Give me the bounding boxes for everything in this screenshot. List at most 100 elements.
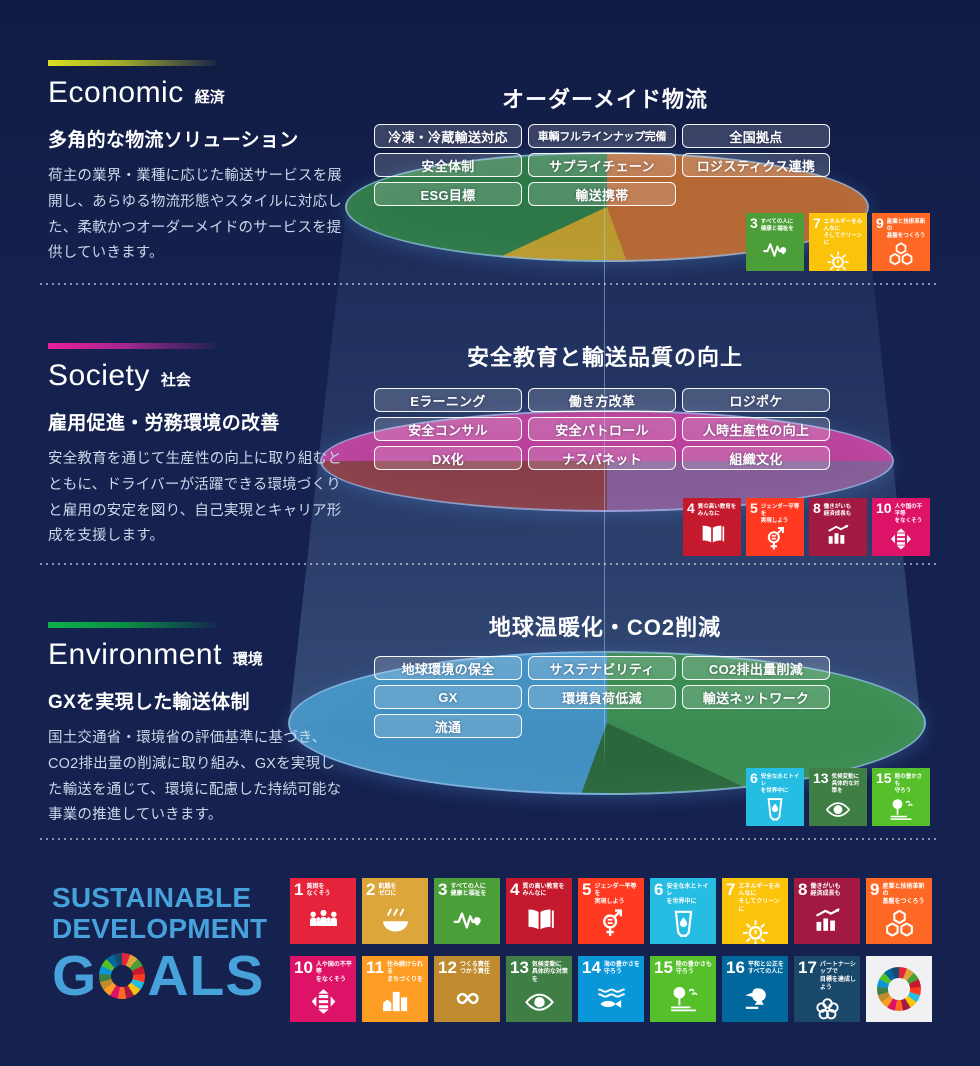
- sdg-logo-goals: G ALS: [52, 943, 267, 1008]
- sdg-goal-1-icon: [309, 909, 337, 926]
- sdg-goal-17-icon: [815, 997, 839, 1020]
- sdg-goal-13-icon: [825, 802, 851, 817]
- environment-heading: GXを実現した輸送体制: [48, 692, 250, 713]
- society-heading: 雇用促進・労務環境の改善: [48, 413, 280, 434]
- environment-pill-r1c3: CO2排出量削減: [682, 656, 830, 680]
- society-pill-r2c3: 人時生産性の向上: [682, 417, 830, 441]
- sdg-goal-6-label: 安全な水とトイレ を世界中に: [666, 883, 709, 906]
- sdg-goal-7-number: 7: [813, 215, 821, 231]
- environment-body-text: 国土交通省・環境省の評価基準に基づき、CO2排出量の削減に取り組み、GXを実現し…: [48, 730, 342, 824]
- sdg-goal-9-icon: [889, 242, 913, 266]
- society-title-en: Society: [48, 359, 150, 392]
- environment-title-en: Environment: [48, 638, 222, 671]
- sdg-goal-15-number: 15: [654, 958, 673, 977]
- sdg-goal-15-icon: [670, 986, 697, 1011]
- sdg-goal-5-label: ジェンダー平等を 実現しよう: [760, 503, 800, 524]
- sdg-goal-9-icon: [885, 910, 913, 938]
- economic-pill-r3c1: ESG目標: [374, 182, 522, 206]
- sdg-goal-7-label: エネルギーをみんなに そしてクリーンに: [738, 883, 781, 913]
- sdg-goal-9-number: 9: [876, 215, 884, 231]
- section-separator: [40, 283, 938, 285]
- sdg-goal-3-label: すべての人に 健康と福祉を: [450, 883, 487, 898]
- environment-pill-r3c1: 流通: [374, 714, 522, 738]
- sdg-goal-11-tile: 11 住み続けられる まちづくりを: [362, 956, 428, 1022]
- sdg-goal-1-tile: 1 貧困を なくそう: [290, 878, 356, 944]
- sdg-goal-5-tile: 5 ジェンダー平等を 実現しよう: [578, 878, 644, 944]
- sdg-goal-17-number: 17: [798, 958, 817, 977]
- sdg-goal-4-tile: 4 質の高い教育を みんなに: [683, 498, 741, 556]
- sdg-goal-15-label: 陸の豊かさも 守ろう: [675, 961, 712, 976]
- sdg-goal-2-label: 飢餓を ゼロに: [378, 883, 397, 898]
- sdg-goal-5-number: 5: [750, 500, 758, 516]
- society-section-panel: Society 社会 雇用促進・労務環境の改善 安全教育を通じて生産性の向上に取…: [48, 343, 348, 550]
- sdg-goal-11-icon: [382, 992, 407, 1012]
- environment-pill-r1c1: 地球環境の保全: [374, 656, 522, 680]
- sdg-goal-6-number: 6: [654, 880, 664, 899]
- economic-pill-r1c2: 車輌フルラインナップ完備: [528, 124, 676, 148]
- sdg-goal-8-icon: [815, 907, 840, 931]
- economic-diagram-title: オーダーメイド物流: [501, 87, 709, 112]
- environment-pill-grid: 地球環境の保全 サステナビリティ CO2排出量削減 GX 環境負荷低減 輸送ネットワーク流…: [374, 656, 830, 740]
- environment-accent-bar: [48, 622, 216, 628]
- sdg-goal-9-label: 産業と技術革新の 基盤をつくろう: [886, 218, 926, 239]
- sdg-goal-4-label: 質の高い教育を みんなに: [697, 503, 737, 517]
- economic-pill-r2c1: 安全体制: [374, 153, 522, 177]
- sdg-goal-6-icon: [767, 798, 783, 821]
- economic-pill-r2c3: ロジスティクス連携: [682, 153, 830, 177]
- sdg-goal-7-label: エネルギーをみんなに そしてクリーンに: [823, 218, 863, 246]
- sdg-goal-10-number: 10: [876, 500, 892, 516]
- environment-title-ja: 環境: [232, 651, 263, 668]
- sdg-goal-7-icon: [827, 251, 849, 271]
- environment-pill-r1c2: サステナビリティ: [528, 656, 676, 680]
- society-body-text: 安全教育を通じて生産性の向上に取り組むとともに、ドライバーが活躍できる環境づくり…: [48, 451, 342, 545]
- sdg-goal-1-label: 貧困を なくそう: [306, 883, 331, 898]
- sdg-goal-4-number: 4: [510, 880, 520, 899]
- sdg-goal-4-icon: [702, 526, 725, 543]
- environment-section-panel: Environment 環境 GXを実現した輸送体制 国土交通省・環境省の評価基…: [48, 622, 348, 829]
- sdg-color-wheel-tile: [866, 956, 932, 1022]
- sdg-goal-12-icon: [456, 992, 479, 1004]
- sdg-goal-13-number: 13: [813, 770, 829, 786]
- sdg-goal-6-number: 6: [750, 770, 758, 786]
- sdg-goal-10-icon: [890, 528, 912, 550]
- society-pill-grid: Eラーニング 働き方改革 ロジポケ 安全コンサル 安全パトロール 人時生産性の向上 DX化ナ…: [374, 388, 830, 472]
- economic-pill-r2c2: サプライチェーン: [528, 153, 676, 177]
- sdg-goal-17-tile: 17 パートナーシップで 目標を達成しよう: [794, 956, 860, 1022]
- sdg-goal-6-label: 安全な水とトイレ を世界中に: [760, 773, 800, 794]
- sdg-goal-16-label: 平和と公正を すべての人に: [747, 961, 784, 976]
- sdg-goal-13-icon: [524, 994, 554, 1012]
- environment-pill-r2c2: 環境負荷低減: [528, 685, 676, 709]
- sdg-goal-3-tile: 3 すべての人に 健康と福祉を: [746, 213, 804, 271]
- society-pill-r3c1: DX化: [374, 446, 522, 470]
- sdg-logo-goals-als: ALS: [147, 943, 265, 1008]
- economic-title-en: Economic: [48, 76, 184, 109]
- sdg-goal-3-icon: [453, 912, 481, 929]
- sdg-goal-15-tile: 15 陸の豊かさも 守ろう: [650, 956, 716, 1022]
- sdg-goal-1-number: 1: [294, 880, 304, 899]
- economic-heading: 多角的な物流ソリューション: [48, 130, 299, 151]
- sdg-goal-16-number: 16: [726, 958, 745, 977]
- sdg-logo-line-1: SUSTAINABLE: [52, 882, 252, 913]
- society-ellipse: [320, 410, 894, 512]
- society-accent-bar: [48, 343, 216, 349]
- sdg-goal-10-label: 人や国の不平等 をなくそう: [315, 961, 352, 984]
- sdg-goal-14-icon: [597, 988, 625, 1008]
- sdg-goal-11-label: 住み続けられる まちづくりを: [386, 961, 423, 984]
- sdg-goal-3-icon: [763, 243, 787, 258]
- sdg-goal-14-tile: 14 海の豊かさを 守ろう: [578, 956, 644, 1022]
- society-pill-r3c3: 組織文化: [682, 446, 830, 470]
- sdg-goal-2-tile: 2 飢餓を ゼロに: [362, 878, 428, 944]
- sdg-goal-17-label: パートナーシップで 目標を達成しよう: [819, 961, 856, 991]
- sdg-goal-15-label: 陸の豊かさも 守ろう: [894, 773, 923, 794]
- section-separator: [40, 563, 938, 565]
- society-pill-r1c1: Eラーニング: [374, 388, 522, 412]
- sdg-goal-8-tile: 8 働きがいも 経済成長も: [809, 498, 867, 556]
- sdg-goal-10-tile: 10 人や国の不平等 をなくそう: [290, 956, 356, 1022]
- sdg-goal-6-tile: 6 安全な水とトイレ を世界中に: [746, 768, 804, 826]
- sdg-goal-3-number: 3: [438, 880, 448, 899]
- sdg-goal-10-icon: [311, 989, 335, 1015]
- sdg-goal-8-number: 8: [813, 500, 821, 516]
- sdg-goal-15-icon: [890, 799, 913, 820]
- sdg-goal-14-label: 海の豊かさを 守ろう: [603, 961, 640, 976]
- sdg-goal-13-label: 気候変動に 具体的な対策を: [831, 773, 860, 794]
